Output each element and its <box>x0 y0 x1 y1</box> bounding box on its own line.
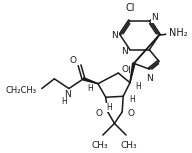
Text: H: H <box>106 103 112 112</box>
Polygon shape <box>83 78 98 84</box>
Text: N: N <box>112 31 118 40</box>
Text: H: H <box>87 84 93 93</box>
Polygon shape <box>130 63 135 83</box>
Text: O: O <box>96 109 103 118</box>
Text: N: N <box>123 66 130 75</box>
Text: CH₃: CH₃ <box>92 141 108 150</box>
Text: CH₂CH₃: CH₂CH₃ <box>6 86 37 95</box>
Text: H: H <box>129 95 135 104</box>
Text: O: O <box>70 56 77 65</box>
Text: H: H <box>135 82 141 91</box>
Text: N: N <box>65 90 71 99</box>
Text: CH₃: CH₃ <box>121 141 137 150</box>
Text: NH₂: NH₂ <box>169 28 187 38</box>
Text: H: H <box>61 97 67 106</box>
Text: N: N <box>146 74 153 83</box>
Text: O: O <box>121 65 128 74</box>
Text: N: N <box>151 13 158 22</box>
Text: N: N <box>121 47 128 56</box>
Text: Cl: Cl <box>125 3 135 13</box>
Text: O: O <box>127 109 134 118</box>
